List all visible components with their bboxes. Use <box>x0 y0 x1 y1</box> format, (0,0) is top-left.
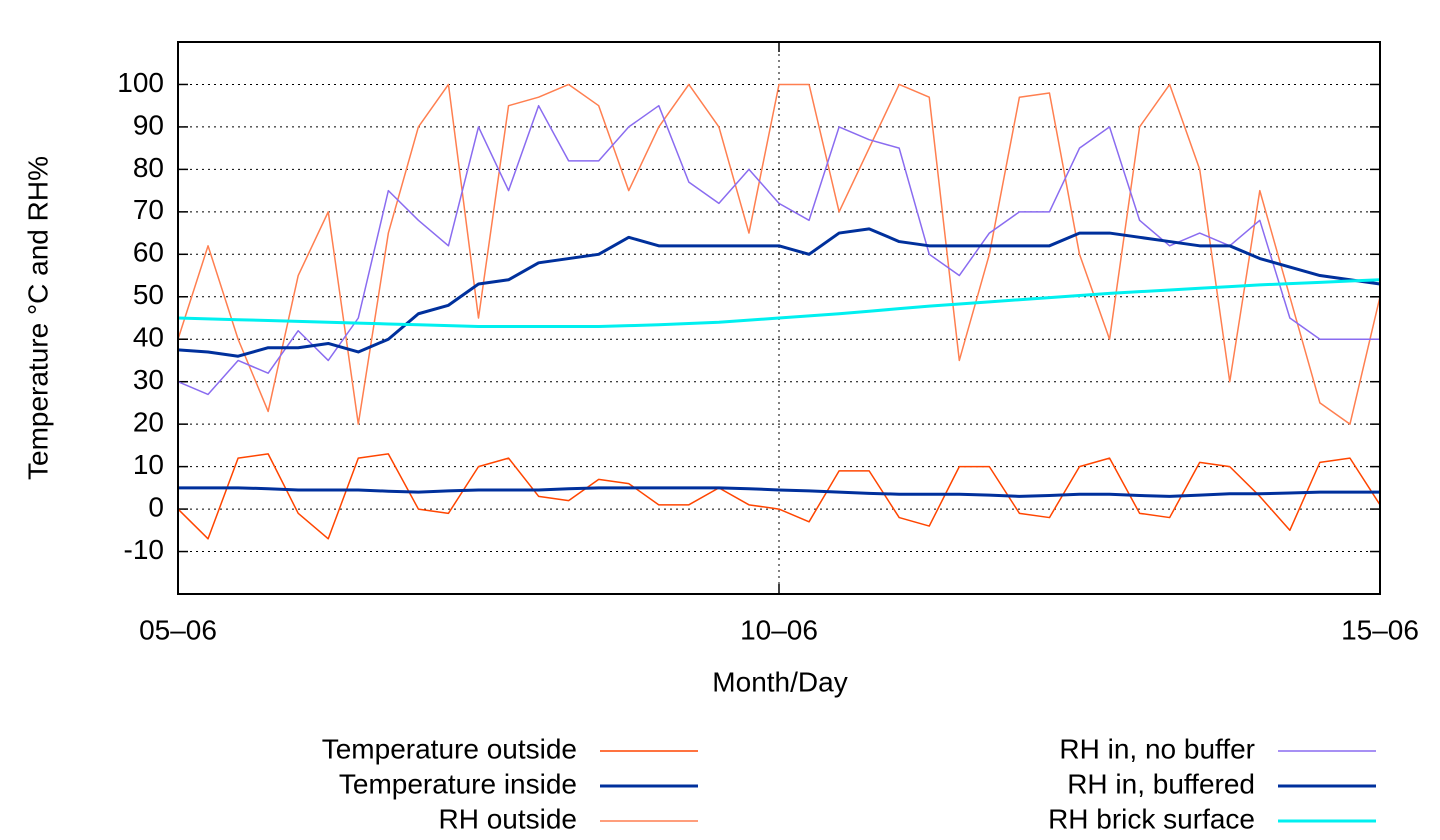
x-axis-label: Month/Day <box>712 666 847 697</box>
series-line <box>178 486 1380 498</box>
legend-label: RH in, buffered <box>1067 768 1255 799</box>
legend-label: RH outside <box>438 803 577 834</box>
plot-border <box>177 41 1381 595</box>
y-tick-label: 50 <box>133 279 164 310</box>
y-tick-label: 90 <box>133 109 164 140</box>
y-tick-label: 10 <box>133 449 164 480</box>
series-line <box>177 278 1381 328</box>
legend-label: RH brick surface <box>1048 803 1255 834</box>
legend-label: Temperature outside <box>322 733 577 764</box>
y-tick-label: 80 <box>133 152 164 183</box>
y-axis-label: Temperature °C and RH% <box>22 156 53 480</box>
y-tick-label: 40 <box>133 322 164 353</box>
y-tick-label: 60 <box>133 237 164 268</box>
x-tick-label: 10–06 <box>740 614 818 645</box>
x-tick-label: 15–06 <box>1341 614 1419 645</box>
series-line <box>177 227 1381 358</box>
y-tick-label: 70 <box>133 194 164 225</box>
y-tick-label: 100 <box>117 67 164 98</box>
series-line <box>177 453 1381 540</box>
y-tick-label: 20 <box>133 407 164 438</box>
x-tick-label: 05–06 <box>139 614 217 645</box>
y-tick-label: 30 <box>133 364 164 395</box>
series-line <box>177 83 1381 425</box>
legend-label: RH in, no buffer <box>1059 733 1255 764</box>
legend-label: Temperature inside <box>339 768 577 799</box>
y-tick-label: 0 <box>148 491 164 522</box>
y-tick-label: -10 <box>124 534 164 565</box>
